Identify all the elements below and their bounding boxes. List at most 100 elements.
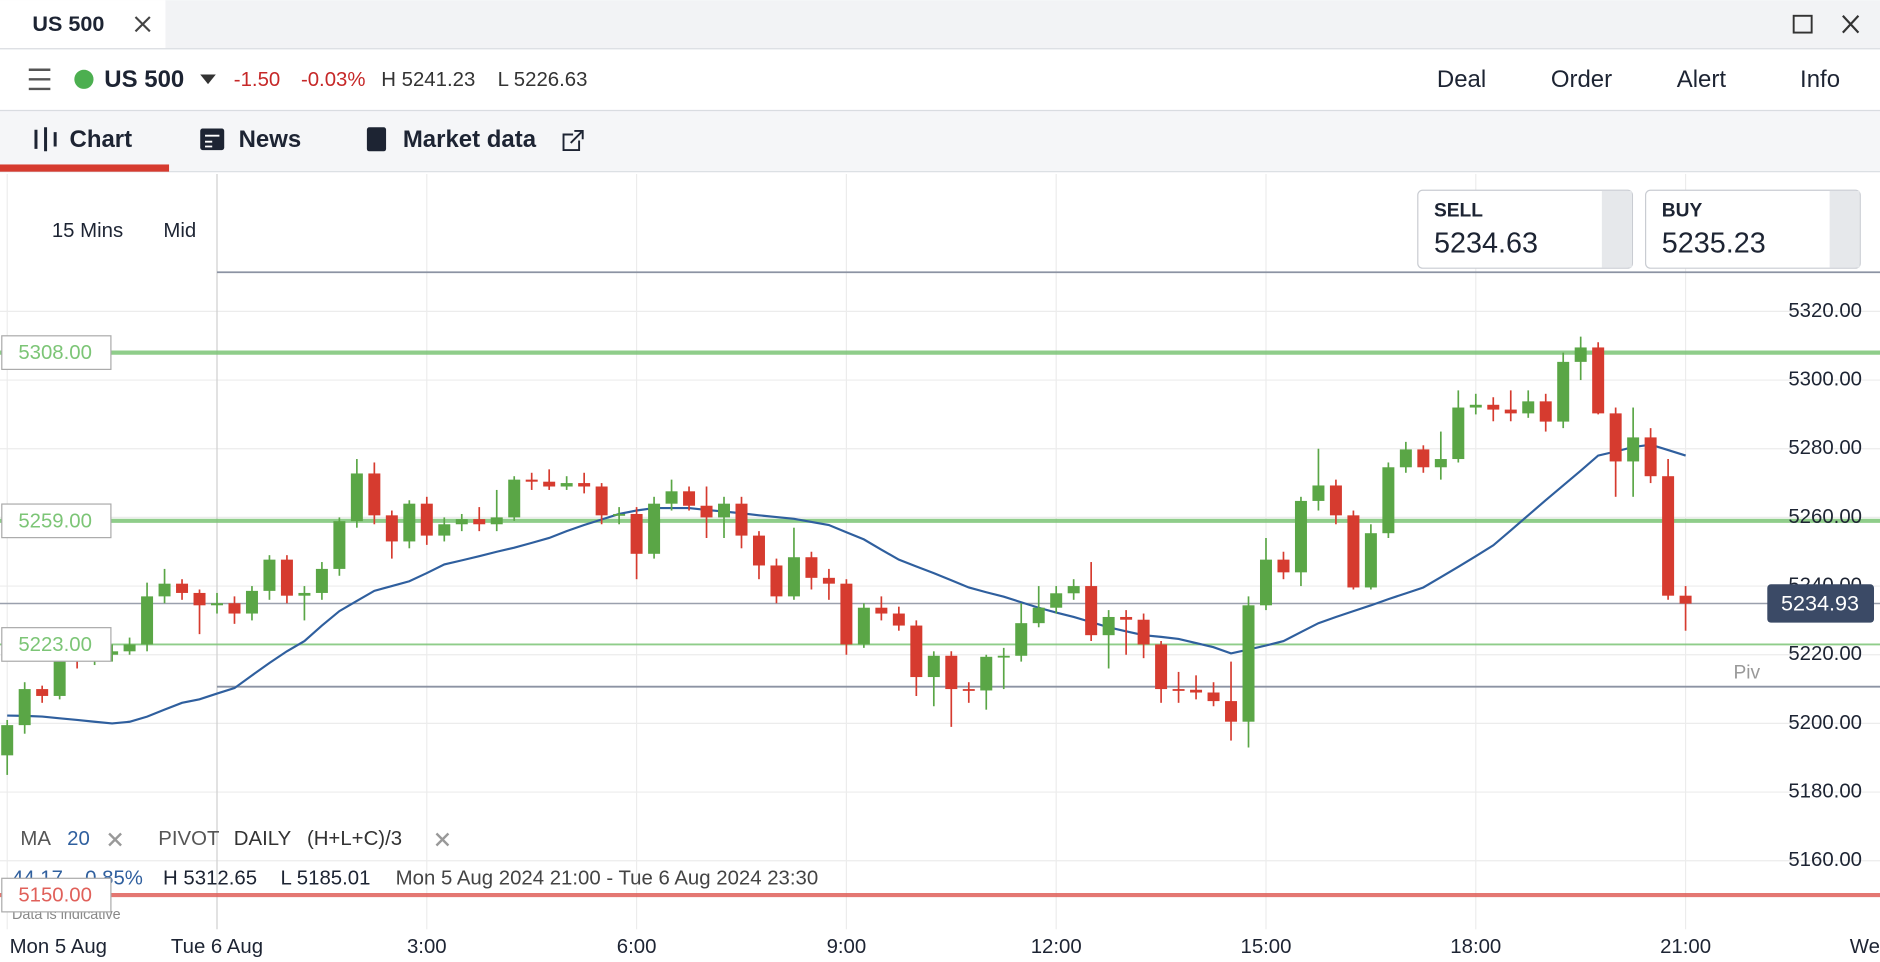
- pivot-period[interactable]: DAILY: [234, 828, 292, 850]
- remove-pivot[interactable]: [435, 832, 450, 847]
- candle-body: [1207, 692, 1220, 702]
- x-tick-label: Tue 6 Aug: [171, 936, 263, 958]
- close-window[interactable]: [1842, 15, 1860, 34]
- candle-body: [368, 473, 381, 516]
- maximize[interactable]: [1792, 14, 1813, 34]
- stat-low: L 5185.01: [281, 867, 371, 889]
- tab[interactable]: Market data: [403, 126, 537, 153]
- x-tick-label: 6:00: [617, 936, 657, 958]
- candle-body: [1662, 476, 1675, 596]
- market-icon: [366, 127, 387, 152]
- candle-body: [683, 491, 696, 506]
- buy-label: BUY: [1662, 200, 1703, 221]
- pivot-formula: (H+L+C)/3: [307, 828, 402, 850]
- candle-body: [176, 583, 189, 593]
- menu[interactable]: [28, 68, 51, 91]
- low: L 5226.63: [498, 69, 588, 91]
- level-tag[interactable]: [1, 335, 112, 370]
- candle-body: [1574, 347, 1587, 362]
- sell-button[interactable]: [1417, 189, 1634, 269]
- candle-body: [997, 655, 1010, 658]
- candle-body: [1347, 515, 1360, 588]
- candle-body: [106, 651, 119, 655]
- dropdown[interactable]: [200, 74, 216, 85]
- candle-body: [578, 483, 591, 487]
- action[interactable]: Info: [1800, 66, 1840, 93]
- buy-side: [1829, 190, 1860, 268]
- candle-body: [193, 592, 206, 606]
- candle-body: [53, 658, 66, 696]
- candle-body: [595, 486, 608, 516]
- nav-bar: [0, 110, 1880, 172]
- stat-range: Mon 5 Aug 2024 21:00 - Tue 6 Aug 2024 23…: [396, 867, 819, 889]
- candle-body: [1242, 605, 1255, 722]
- x-tick-label: 18:00: [1450, 936, 1501, 958]
- candle-body: [333, 521, 346, 569]
- candle-body: [910, 625, 923, 678]
- tab[interactable]: Chart: [70, 126, 133, 153]
- y-tick-label: 5300.00: [1788, 368, 1862, 390]
- candle-body: [1102, 616, 1115, 636]
- x-tick-label: 3:00: [407, 936, 447, 958]
- candle-body: [1155, 644, 1168, 690]
- candle-body: [1364, 533, 1377, 588]
- candle-body: [36, 689, 49, 696]
- y-tick-label: 5280.00: [1788, 437, 1862, 459]
- candle-body: [1015, 623, 1028, 656]
- instrument[interactable]: US 500: [104, 66, 184, 93]
- sell-side: [1601, 190, 1632, 268]
- candle-body: [1050, 593, 1063, 608]
- action[interactable]: Alert: [1677, 66, 1727, 93]
- candle-body: [875, 607, 888, 614]
- candle-body: [473, 519, 486, 525]
- change: -1.50: [234, 69, 280, 91]
- window-bar: [0, 0, 1880, 49]
- candle-body: [525, 479, 538, 482]
- ma-period[interactable]: 20: [67, 828, 90, 850]
- candle-body: [1487, 404, 1500, 410]
- y-tick-label: 5160.00: [1788, 849, 1862, 871]
- buy-price: 5235.23: [1662, 227, 1766, 259]
- level-label: 5150.00: [18, 885, 92, 907]
- candle-body: [403, 503, 416, 542]
- candle-body: [385, 515, 398, 542]
- candle-body: [1452, 407, 1465, 460]
- status-dot: [74, 69, 94, 89]
- candle-body: [613, 513, 626, 516]
- level-label: 5223.00: [18, 634, 92, 656]
- close-tab[interactable]: [134, 16, 151, 33]
- candle-body: [630, 513, 643, 554]
- tab-title: US 500: [32, 11, 104, 36]
- candle-body: [1592, 347, 1605, 414]
- buy-button[interactable]: [1645, 189, 1861, 269]
- candle-body: [700, 505, 713, 518]
- level-label: 5259.00: [18, 510, 92, 532]
- candle-body: [735, 503, 748, 536]
- level-tag[interactable]: [1, 877, 112, 913]
- window-tab[interactable]: [0, 0, 166, 50]
- level-tag[interactable]: [1, 503, 112, 539]
- x-tick-label: We: [1850, 936, 1880, 958]
- action[interactable]: Order: [1551, 66, 1612, 93]
- candle-body: [438, 524, 451, 536]
- action[interactable]: Deal: [1437, 66, 1486, 93]
- candle-body: [1137, 619, 1150, 645]
- sell-price: 5234.63: [1434, 227, 1538, 259]
- stat-high: H 5312.65: [163, 867, 257, 889]
- interval[interactable]: 15 Mins: [52, 220, 123, 242]
- price-type[interactable]: Mid: [163, 220, 196, 242]
- candle-body: [752, 535, 765, 566]
- tab[interactable]: News: [239, 126, 302, 153]
- candle-body: [857, 607, 870, 645]
- plot: [0, 271, 1880, 898]
- remove-ma[interactable]: [108, 832, 122, 847]
- high: H 5241.23: [381, 69, 475, 91]
- candle-body: [1225, 701, 1238, 722]
- candle-body: [927, 655, 940, 678]
- candle-body: [350, 473, 363, 522]
- candle-body: [1504, 409, 1517, 414]
- candle-body: [315, 568, 328, 593]
- candle-body: [543, 481, 556, 487]
- level-tag[interactable]: [1, 627, 112, 662]
